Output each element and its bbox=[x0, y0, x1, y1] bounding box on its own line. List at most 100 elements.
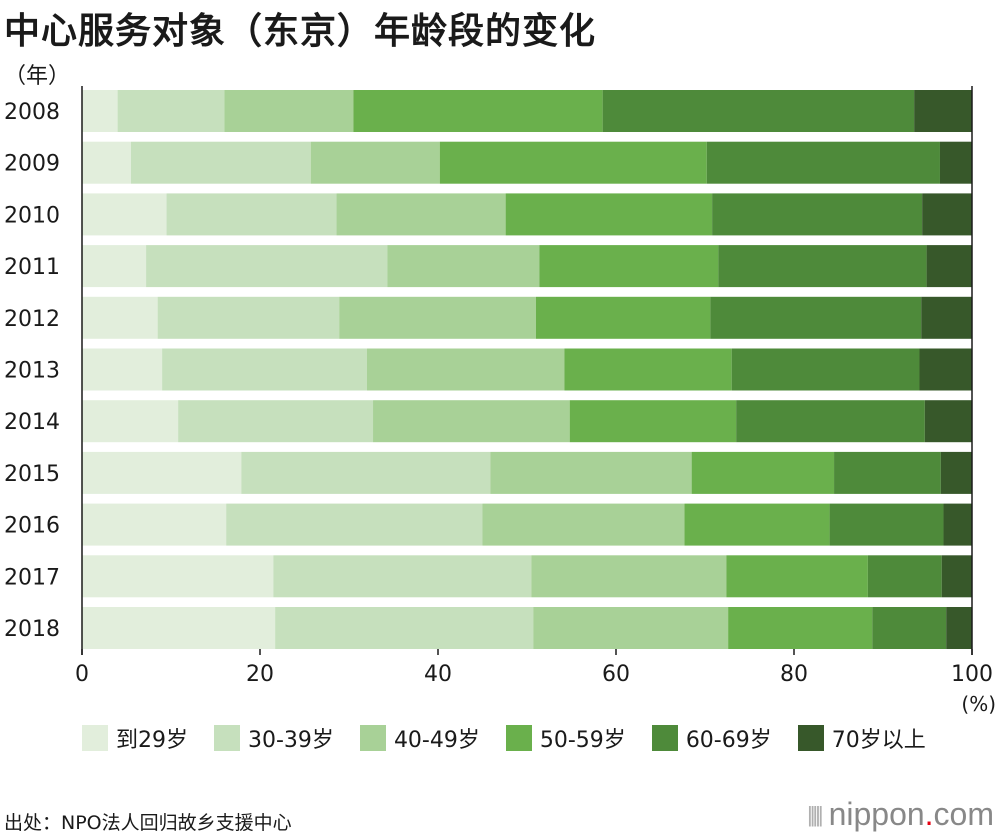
y-tick-label: 2016 bbox=[4, 514, 60, 539]
bar-segment bbox=[834, 451, 941, 494]
bar-segment bbox=[339, 296, 536, 339]
bar-segment bbox=[924, 400, 972, 443]
legend-item: 30-39岁 bbox=[214, 722, 334, 754]
x-tick-label: 40 bbox=[424, 662, 452, 687]
bar-segment bbox=[162, 348, 367, 391]
bar-segment bbox=[490, 451, 692, 494]
bar-segment bbox=[946, 607, 972, 649]
bar-segment bbox=[146, 245, 388, 288]
y-tick-label: 2010 bbox=[4, 203, 60, 228]
bar-segment bbox=[736, 400, 925, 443]
legend-label: 40-49岁 bbox=[393, 728, 480, 753]
x-axis-unit-label: (%) bbox=[961, 692, 996, 716]
y-tick-label: 2013 bbox=[4, 359, 60, 384]
bar-segment bbox=[921, 296, 972, 339]
legend-swatch bbox=[651, 725, 678, 751]
bar-segment bbox=[710, 296, 922, 339]
bar-segment bbox=[943, 503, 972, 546]
bar-segment bbox=[535, 296, 711, 339]
chart-title: 中心服务对象（东京）年龄段的变化 bbox=[4, 11, 597, 52]
brand-logo: ||||| nippon. com bbox=[807, 796, 994, 833]
y-tick-label: 2009 bbox=[4, 152, 60, 177]
bar-segment bbox=[706, 141, 940, 184]
bar-segment bbox=[919, 348, 972, 391]
chart-legend: 到29岁 30-39岁 40-49岁 50-59岁 60-69岁 70岁以上 bbox=[82, 722, 952, 754]
bar-segment bbox=[872, 607, 947, 649]
bar-segment bbox=[569, 400, 737, 443]
bar-segment bbox=[166, 193, 337, 236]
stacked-bar-chart: 2008 2009 2010 2011 2012 2013 2014 2015 2016 2017… bbox=[4, 86, 996, 716]
bar-segment bbox=[82, 348, 163, 391]
bar-segment bbox=[564, 348, 732, 391]
bar-segment bbox=[829, 503, 944, 546]
bar-segment bbox=[373, 400, 570, 443]
bar-segment bbox=[533, 607, 729, 649]
legend-swatch bbox=[505, 725, 532, 751]
y-tick-label: 2018 bbox=[4, 617, 60, 642]
bar-segment bbox=[117, 90, 225, 132]
legend-item: 70岁以上 bbox=[797, 722, 926, 754]
brand-suffix: com bbox=[933, 796, 994, 832]
x-tick-label: 80 bbox=[780, 662, 808, 687]
bar-segment bbox=[718, 245, 927, 288]
legend-item: 到29岁 bbox=[82, 722, 188, 754]
legend-swatch bbox=[214, 725, 240, 751]
bar-segment bbox=[728, 607, 873, 649]
bar-segment bbox=[531, 555, 727, 598]
bar-segment bbox=[178, 400, 374, 443]
bar-segment bbox=[157, 296, 340, 339]
bar-segment bbox=[482, 503, 685, 546]
legend-swatch bbox=[82, 725, 108, 751]
bar-segment bbox=[602, 90, 915, 132]
bar-segment bbox=[82, 245, 147, 288]
bar-segment bbox=[539, 245, 719, 288]
legend-swatch bbox=[797, 725, 824, 751]
bar-segment bbox=[275, 607, 534, 649]
bar-segment bbox=[273, 555, 532, 598]
bar-segment bbox=[366, 348, 565, 391]
legend-label: 70岁以上 bbox=[831, 728, 926, 753]
x-tick-label: 60 bbox=[602, 662, 630, 687]
brand-mark-icon: ||||| bbox=[806, 801, 823, 827]
bar-segment bbox=[310, 141, 440, 184]
y-tick-label: 2011 bbox=[4, 255, 60, 280]
legend-item: 50-59岁 bbox=[505, 722, 626, 754]
bar-segment bbox=[922, 193, 972, 236]
bar-segment bbox=[691, 451, 835, 494]
bar-segment bbox=[353, 90, 603, 132]
y-tick-label: 2015 bbox=[4, 462, 60, 487]
y-tick-label: 2014 bbox=[4, 410, 60, 435]
bar-segment bbox=[226, 503, 483, 546]
source-note: 出处：NPO法人回归故乡支援中心 bbox=[4, 812, 292, 834]
bar-segment bbox=[82, 503, 227, 546]
y-tick-label: 2008 bbox=[4, 100, 60, 125]
legend-label: 50-59岁 bbox=[539, 728, 626, 753]
y-axis-unit-label: （年） bbox=[4, 64, 71, 89]
bar-segment bbox=[82, 296, 158, 339]
bar-segment bbox=[939, 141, 972, 184]
x-tick-label: 20 bbox=[246, 662, 274, 687]
bar-segment bbox=[241, 451, 491, 494]
bar-segment bbox=[731, 348, 920, 391]
bar-segment bbox=[684, 503, 830, 546]
brand-name: nippon bbox=[828, 796, 925, 832]
bar-segment bbox=[726, 555, 868, 598]
brand-dot: . bbox=[924, 796, 934, 832]
bar-segment bbox=[82, 141, 131, 184]
x-tick-label: 0 bbox=[75, 662, 89, 687]
bar-segment bbox=[867, 555, 942, 598]
bar-segment bbox=[387, 245, 540, 288]
bar-segment bbox=[82, 90, 118, 132]
bar-segment bbox=[941, 555, 972, 598]
bar-segment bbox=[82, 193, 167, 236]
bar-segment bbox=[439, 141, 707, 184]
bar-segment bbox=[336, 193, 506, 236]
bar-segment bbox=[914, 90, 972, 132]
legend-label: 30-39岁 bbox=[248, 728, 334, 753]
bar-segment bbox=[82, 555, 274, 598]
legend-label: 到29岁 bbox=[116, 728, 188, 753]
bar-segment bbox=[130, 141, 311, 184]
bar-segment bbox=[82, 607, 276, 649]
bar-segment bbox=[940, 451, 972, 494]
legend-item: 60-69岁 bbox=[651, 722, 772, 754]
